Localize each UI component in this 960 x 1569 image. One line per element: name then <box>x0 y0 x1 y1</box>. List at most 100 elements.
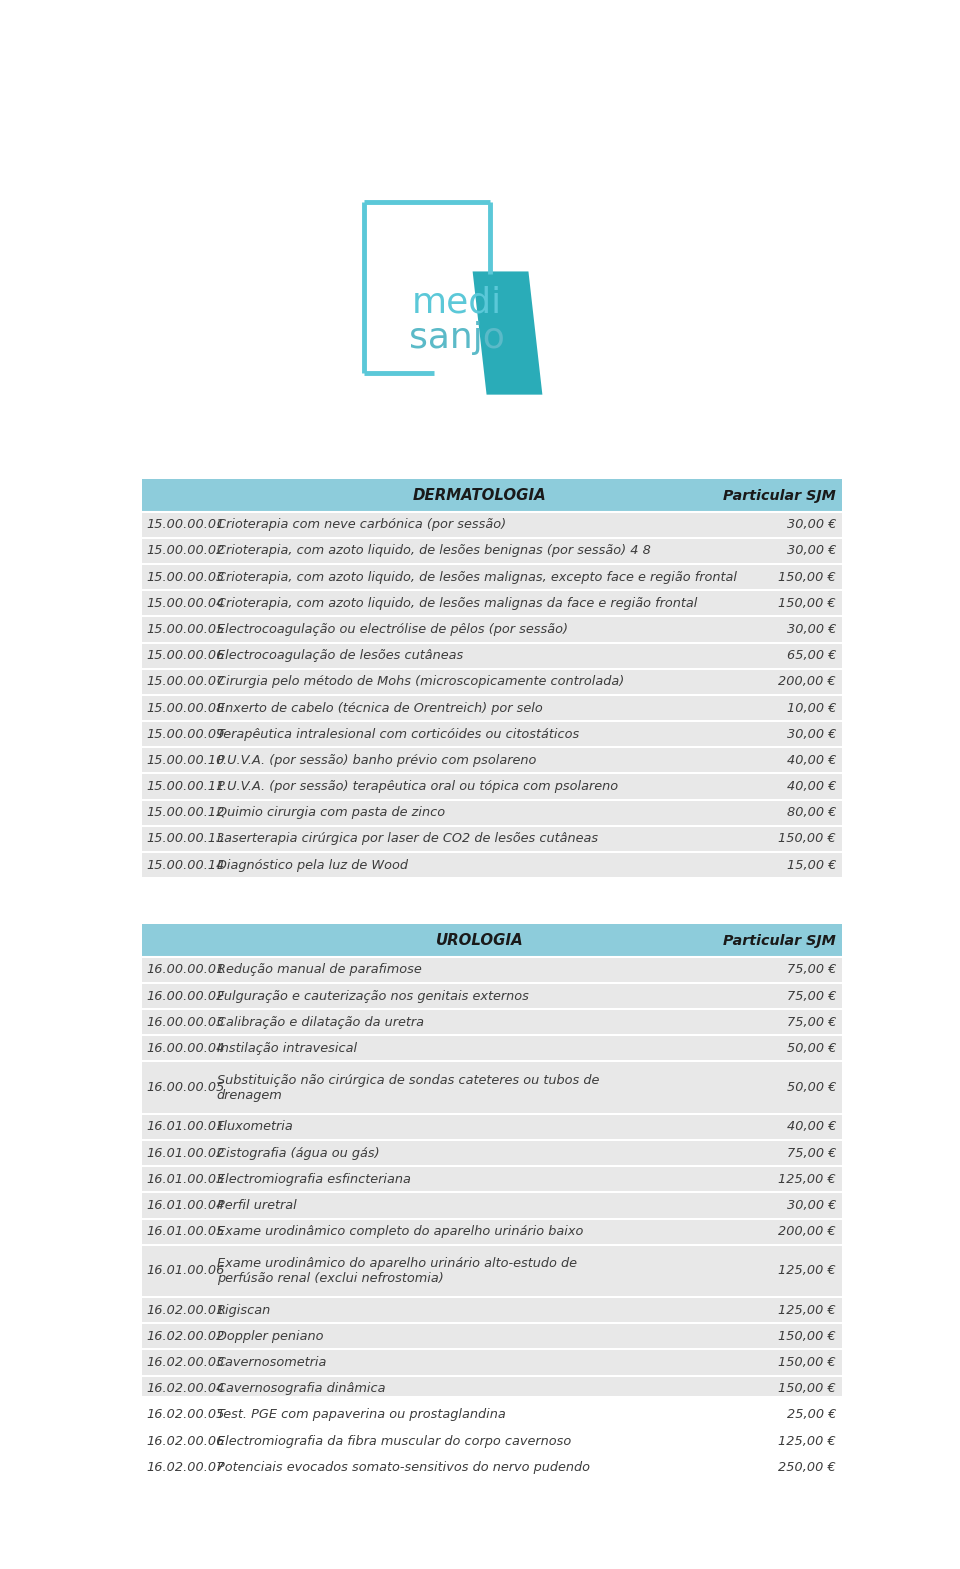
Text: 16.02.00.06: 16.02.00.06 <box>146 1434 225 1448</box>
Text: 16.00.00.05: 16.00.00.05 <box>146 1081 225 1094</box>
FancyBboxPatch shape <box>142 957 842 982</box>
FancyBboxPatch shape <box>142 1376 842 1401</box>
Text: Exame urodinâmico do aparelho urinário alto-estudo de
perfúsão renal (exclui nef: Exame urodinâmico do aparelho urinário a… <box>217 1257 577 1285</box>
FancyBboxPatch shape <box>142 1401 842 1428</box>
Text: Cistografia (água ou gás): Cistografia (água ou gás) <box>217 1147 379 1159</box>
Text: Redução manual de parafimose: Redução manual de parafimose <box>217 963 421 976</box>
Text: 15.00.00.07: 15.00.00.07 <box>146 675 225 689</box>
Text: 125,00 €: 125,00 € <box>779 1172 836 1186</box>
Text: 15.00.00.12: 15.00.00.12 <box>146 806 225 819</box>
Text: 150,00 €: 150,00 € <box>779 1382 836 1395</box>
Text: 65,00 €: 65,00 € <box>786 650 836 662</box>
FancyBboxPatch shape <box>142 617 842 643</box>
Text: 16.01.00.04: 16.01.00.04 <box>146 1199 225 1211</box>
Text: Cavernosografia dinâmica: Cavernosografia dinâmica <box>217 1382 385 1395</box>
Text: 16.02.00.01: 16.02.00.01 <box>146 1304 225 1316</box>
Text: Fluxometria: Fluxometria <box>217 1120 294 1133</box>
Text: 16.00.00.01: 16.00.00.01 <box>146 963 225 976</box>
Text: Instilação intravesical: Instilação intravesical <box>217 1042 357 1054</box>
FancyBboxPatch shape <box>142 924 842 957</box>
FancyBboxPatch shape <box>142 1114 842 1141</box>
Text: 40,00 €: 40,00 € <box>786 780 836 792</box>
Text: Electromiografia da fibra muscular do corpo cavernoso: Electromiografia da fibra muscular do co… <box>217 1434 571 1448</box>
Text: DERMATOLOGIA: DERMATOLOGIA <box>413 488 546 504</box>
Text: Electromiografia esfincteriana: Electromiografia esfincteriana <box>217 1172 411 1186</box>
Text: 125,00 €: 125,00 € <box>779 1434 836 1448</box>
Text: 16.01.00.01: 16.01.00.01 <box>146 1120 225 1133</box>
FancyBboxPatch shape <box>142 1428 842 1454</box>
Text: 16.01.00.05: 16.01.00.05 <box>146 1225 225 1238</box>
Text: 40,00 €: 40,00 € <box>786 753 836 767</box>
Text: sanjo: sanjo <box>409 322 505 356</box>
Text: Perfil uretral: Perfil uretral <box>217 1199 297 1211</box>
FancyBboxPatch shape <box>142 1323 842 1349</box>
Text: Test. PGE com papaverina ou prostaglandina: Test. PGE com papaverina ou prostaglandi… <box>217 1409 505 1422</box>
Text: 15.00.00.06: 15.00.00.06 <box>146 650 225 662</box>
Text: Diagnóstico pela luz de Wood: Diagnóstico pela luz de Wood <box>217 858 408 872</box>
FancyBboxPatch shape <box>142 747 842 774</box>
Text: 30,00 €: 30,00 € <box>786 518 836 532</box>
Text: Doppler peniano: Doppler peniano <box>217 1331 324 1343</box>
FancyBboxPatch shape <box>142 511 842 538</box>
Text: 15.00.00.02: 15.00.00.02 <box>146 544 225 557</box>
FancyBboxPatch shape <box>142 1036 842 1062</box>
Text: 15.00.00.13: 15.00.00.13 <box>146 833 225 846</box>
FancyBboxPatch shape <box>142 1166 842 1192</box>
Text: 250,00 €: 250,00 € <box>779 1461 836 1473</box>
Text: 150,00 €: 150,00 € <box>779 596 836 610</box>
Text: 10,00 €: 10,00 € <box>786 701 836 714</box>
Text: Crioterapia, com azoto liquido, de lesões benignas (por sessão) 4 8: Crioterapia, com azoto liquido, de lesõe… <box>217 544 651 557</box>
Text: 16.00.00.03: 16.00.00.03 <box>146 1015 225 1029</box>
Text: Rigiscan: Rigiscan <box>217 1304 271 1316</box>
Text: medi: medi <box>412 286 502 319</box>
Text: Calibração e dilatação da uretra: Calibração e dilatação da uretra <box>217 1015 423 1029</box>
Text: 50,00 €: 50,00 € <box>786 1042 836 1054</box>
Text: 15.00.00.09: 15.00.00.09 <box>146 728 225 741</box>
Text: Crioterapia com neve carbónica (por sessão): Crioterapia com neve carbónica (por sess… <box>217 518 506 532</box>
Text: Laserterapia cirúrgica por laser de CO2 de lesões cutâneas: Laserterapia cirúrgica por laser de CO2 … <box>217 833 598 846</box>
Text: P.U.V.A. (por sessão) banho prévio com psolareno: P.U.V.A. (por sessão) banho prévio com p… <box>217 753 536 767</box>
FancyBboxPatch shape <box>142 1454 842 1480</box>
Text: 15.00.00.10: 15.00.00.10 <box>146 753 225 767</box>
Text: 125,00 €: 125,00 € <box>779 1304 836 1316</box>
FancyBboxPatch shape <box>142 774 842 800</box>
Text: Cirurgia pelo método de Mohs (microscopicamente controlada): Cirurgia pelo método de Mohs (microscopi… <box>217 675 624 689</box>
FancyBboxPatch shape <box>142 1009 842 1036</box>
Text: 16.01.00.02: 16.01.00.02 <box>146 1147 225 1159</box>
Text: Enxerto de cabelo (técnica de Orentreich) por selo: Enxerto de cabelo (técnica de Orentreich… <box>217 701 542 714</box>
FancyBboxPatch shape <box>142 1192 842 1219</box>
Text: 15.00.00.04: 15.00.00.04 <box>146 596 225 610</box>
Text: Particular SJM: Particular SJM <box>723 934 836 948</box>
FancyBboxPatch shape <box>142 722 842 747</box>
Text: 16.02.00.02: 16.02.00.02 <box>146 1331 225 1343</box>
Text: 75,00 €: 75,00 € <box>786 1015 836 1029</box>
Text: 15.00.00.03: 15.00.00.03 <box>146 571 225 584</box>
Text: 30,00 €: 30,00 € <box>786 1199 836 1211</box>
FancyBboxPatch shape <box>142 852 842 879</box>
Text: 80,00 €: 80,00 € <box>786 806 836 819</box>
FancyBboxPatch shape <box>142 590 842 617</box>
Text: Crioterapia, com azoto liquido, de lesões malignas da face e região frontal: Crioterapia, com azoto liquido, de lesõe… <box>217 596 697 610</box>
Text: Fulguração e cauterização nos genitais externos: Fulguração e cauterização nos genitais e… <box>217 990 529 1003</box>
Text: 15.00.00.14: 15.00.00.14 <box>146 858 225 872</box>
Text: 75,00 €: 75,00 € <box>786 963 836 976</box>
Text: UROLOGIA: UROLOGIA <box>436 934 523 948</box>
Text: 40,00 €: 40,00 € <box>786 1120 836 1133</box>
Text: 15.00.00.11: 15.00.00.11 <box>146 780 225 792</box>
FancyBboxPatch shape <box>142 1244 842 1298</box>
Text: 16.02.00.07: 16.02.00.07 <box>146 1461 225 1473</box>
FancyBboxPatch shape <box>142 1298 842 1323</box>
Text: 200,00 €: 200,00 € <box>779 675 836 689</box>
Text: Electrocoagulação ou electrólise de pêlos (por sessão): Electrocoagulação ou electrólise de pêlo… <box>217 623 567 635</box>
Text: Particular SJM: Particular SJM <box>723 488 836 502</box>
Text: 16.00.00.04: 16.00.00.04 <box>146 1042 225 1054</box>
Text: Crioterapia, com azoto liquido, de lesões malignas, excepto face e região fronta: Crioterapia, com azoto liquido, de lesõe… <box>217 571 736 584</box>
Text: 150,00 €: 150,00 € <box>779 833 836 846</box>
Text: 15,00 €: 15,00 € <box>786 858 836 872</box>
Text: Electrocoagulação de lesões cutâneas: Electrocoagulação de lesões cutâneas <box>217 650 463 662</box>
Text: 25,00 €: 25,00 € <box>786 1409 836 1422</box>
Text: 15.00.00.05: 15.00.00.05 <box>146 623 225 635</box>
Text: Quimio cirurgia com pasta de zinco: Quimio cirurgia com pasta de zinco <box>217 806 444 819</box>
FancyBboxPatch shape <box>142 1219 842 1244</box>
Text: 150,00 €: 150,00 € <box>779 1356 836 1370</box>
